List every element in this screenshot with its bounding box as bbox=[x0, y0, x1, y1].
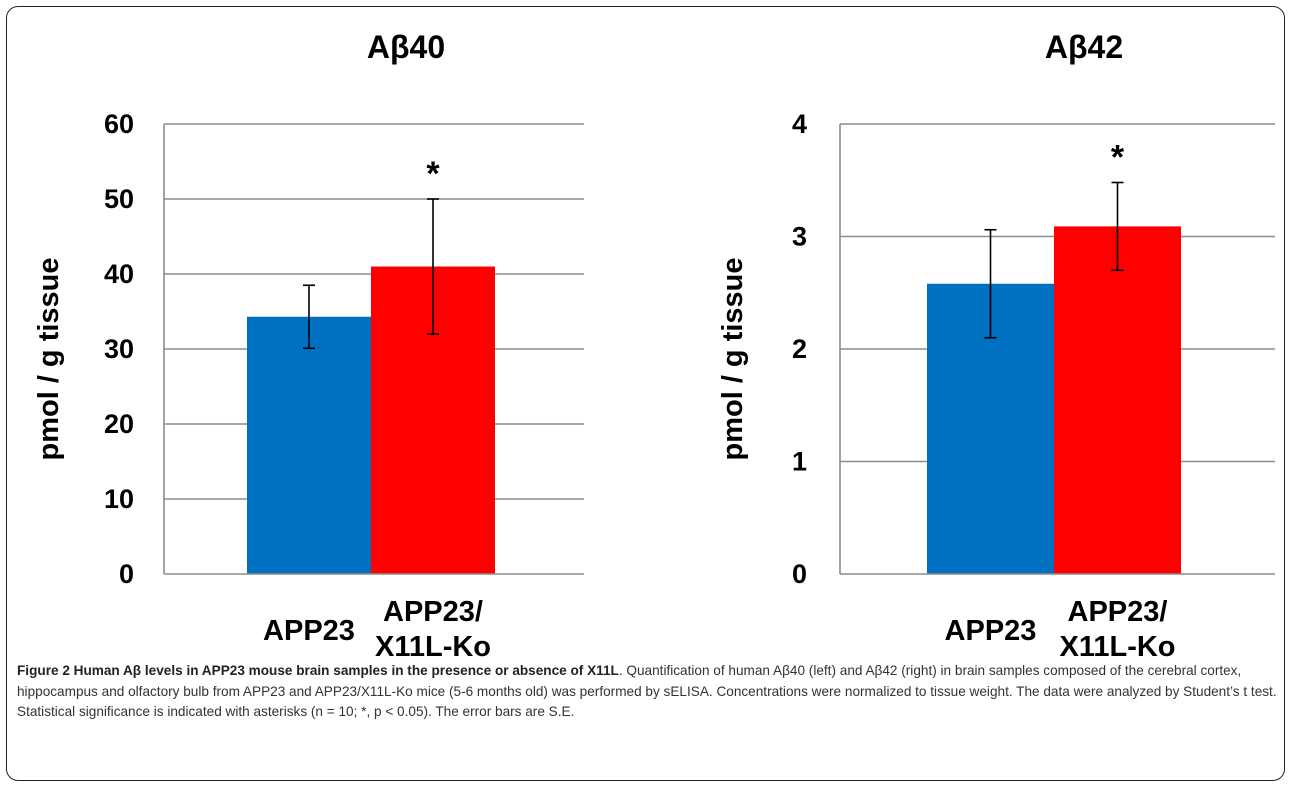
caption-title: Figure 2 Human Aβ levels in APP23 mouse … bbox=[17, 663, 619, 678]
y-tick-label: 30 bbox=[104, 334, 134, 364]
bar bbox=[1054, 226, 1181, 574]
significance-asterisk: * bbox=[1111, 139, 1125, 177]
x-category-label: APP23/X11L-Ko bbox=[375, 596, 491, 660]
bar bbox=[247, 316, 371, 574]
x-category-label: APP23 bbox=[263, 615, 355, 647]
y-tick-label: 40 bbox=[104, 259, 134, 289]
figure-caption: Figure 2 Human Aβ levels in APP23 mouse … bbox=[17, 661, 1279, 723]
y-tick-label: 0 bbox=[119, 559, 134, 589]
y-tick-label: 60 bbox=[104, 109, 134, 139]
y-tick-label: 20 bbox=[104, 409, 134, 439]
x-category-label-line: X11L-Ko bbox=[1059, 631, 1175, 660]
x-category-label-line: APP23 bbox=[263, 615, 355, 647]
y-tick-label: 0 bbox=[792, 559, 807, 589]
significance-asterisk: * bbox=[426, 155, 440, 193]
caption-body: . Quantification of human Aβ40 (left) an… bbox=[17, 663, 1277, 719]
chart-2: Aβ42 0 1 2 3 4 pmol / g tissue * APP23 APP23/X11L… bbox=[717, 29, 1275, 660]
y-tick-label: 1 bbox=[792, 447, 807, 477]
x-category-label-line: APP23/ bbox=[1068, 596, 1168, 628]
x-category-label-line: APP23 bbox=[945, 615, 1037, 647]
y-axis-label: pmol / g tissue bbox=[33, 257, 65, 460]
x-category-label: APP23/X11L-Ko bbox=[1059, 596, 1175, 660]
y-tick-label: 3 bbox=[792, 222, 807, 252]
x-category-label: APP23 bbox=[945, 615, 1037, 647]
chart-1: Aβ40 0 10 20 30 40 50 60 pmol / g tissue * APP23 AP… bbox=[33, 29, 584, 660]
chart-title: Aβ40 bbox=[367, 29, 445, 65]
y-tick-label: 50 bbox=[104, 184, 134, 214]
y-tick-label: 2 bbox=[792, 334, 807, 364]
y-axis-label: pmol / g tissue bbox=[717, 257, 749, 460]
x-category-label-line: X11L-Ko bbox=[375, 631, 491, 660]
y-tick-label: 4 bbox=[792, 109, 807, 139]
chart-title: Aβ42 bbox=[1045, 29, 1123, 65]
y-tick-label: 10 bbox=[104, 484, 134, 514]
x-category-label-line: APP23/ bbox=[383, 596, 483, 628]
